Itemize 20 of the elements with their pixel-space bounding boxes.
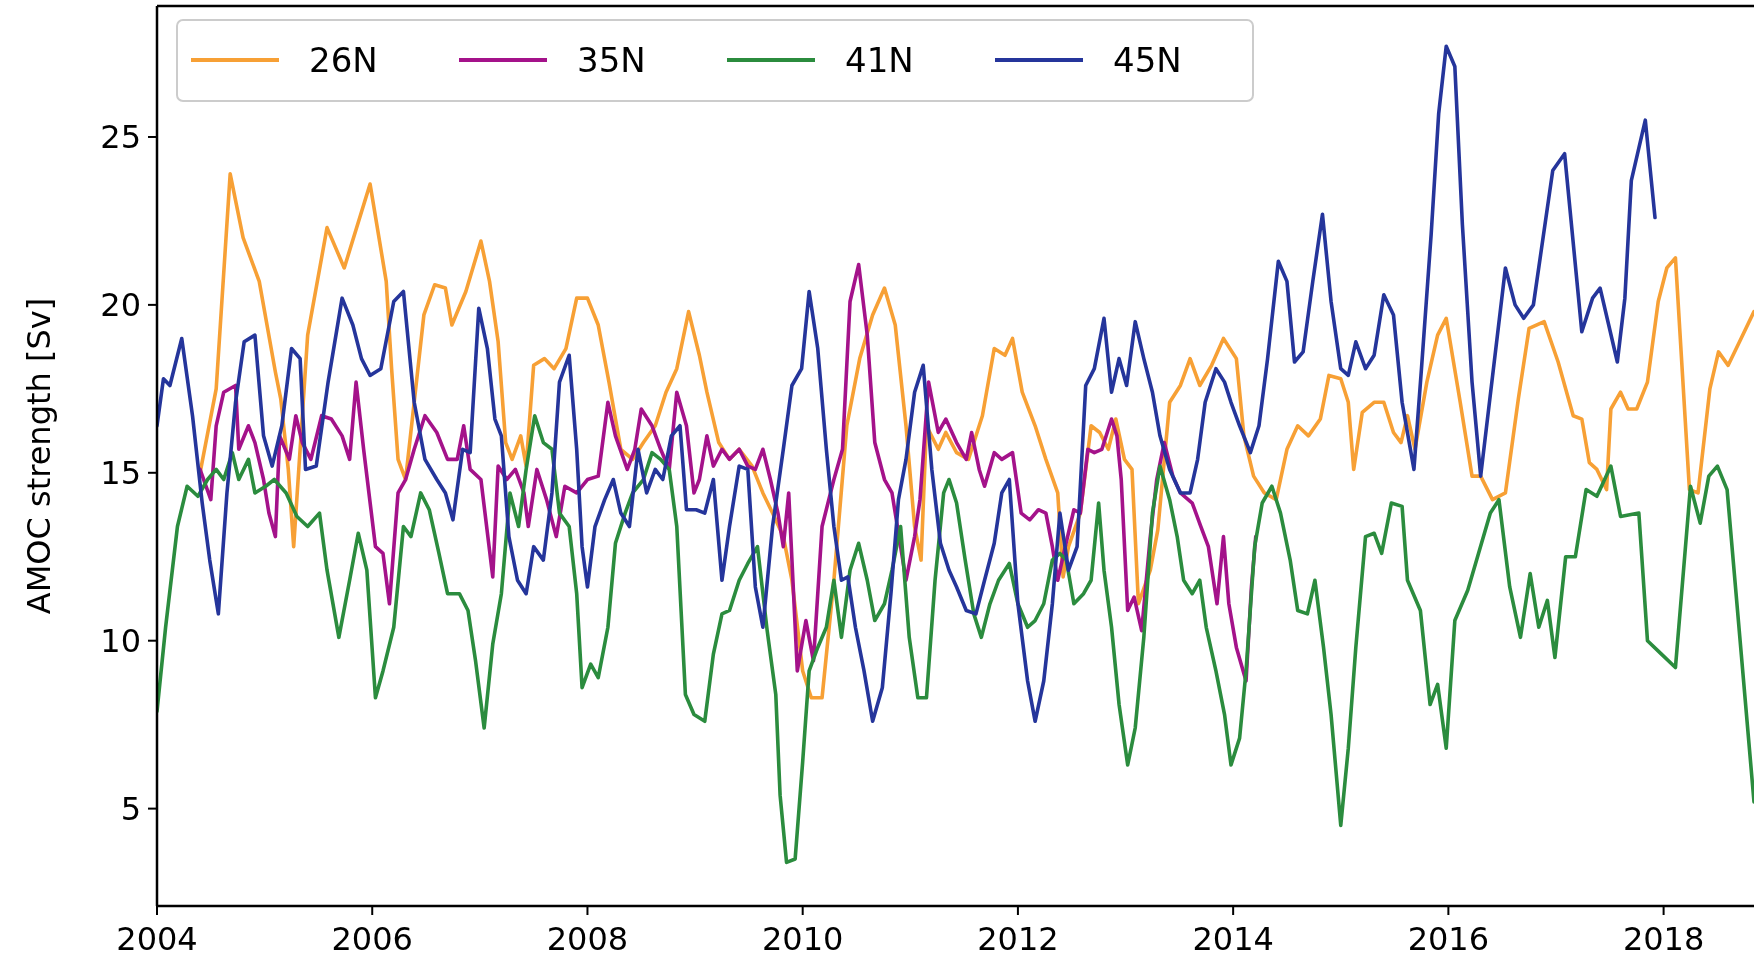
x-tick-label: 2014	[1192, 920, 1274, 958]
x-tick-label: 2016	[1407, 920, 1490, 958]
legend-label: 35N	[577, 40, 646, 80]
x-tick-label: 2006	[331, 920, 413, 958]
legend-label: 45N	[1113, 40, 1182, 80]
legend-label: 26N	[309, 40, 378, 80]
legend-label: 41N	[845, 40, 914, 80]
x-tick-label: 2018	[1622, 920, 1705, 958]
x-tick-label: 2010	[761, 920, 844, 958]
x-tick-label: 2004	[116, 920, 198, 958]
x-tick-label: 2008	[546, 920, 629, 958]
y-axis-title: AMOC strength [Sv]	[20, 297, 58, 615]
y-tick-label: 20	[100, 285, 141, 324]
y-tick-label: 15	[100, 453, 141, 492]
y-tick-label: 25	[100, 117, 141, 156]
x-tick-label: 2012	[977, 920, 1059, 958]
line-series	[157, 413, 1754, 865]
line-series	[157, 44, 1657, 724]
y-tick-label: 10	[100, 621, 141, 660]
y-tick-label: 5	[120, 789, 141, 828]
